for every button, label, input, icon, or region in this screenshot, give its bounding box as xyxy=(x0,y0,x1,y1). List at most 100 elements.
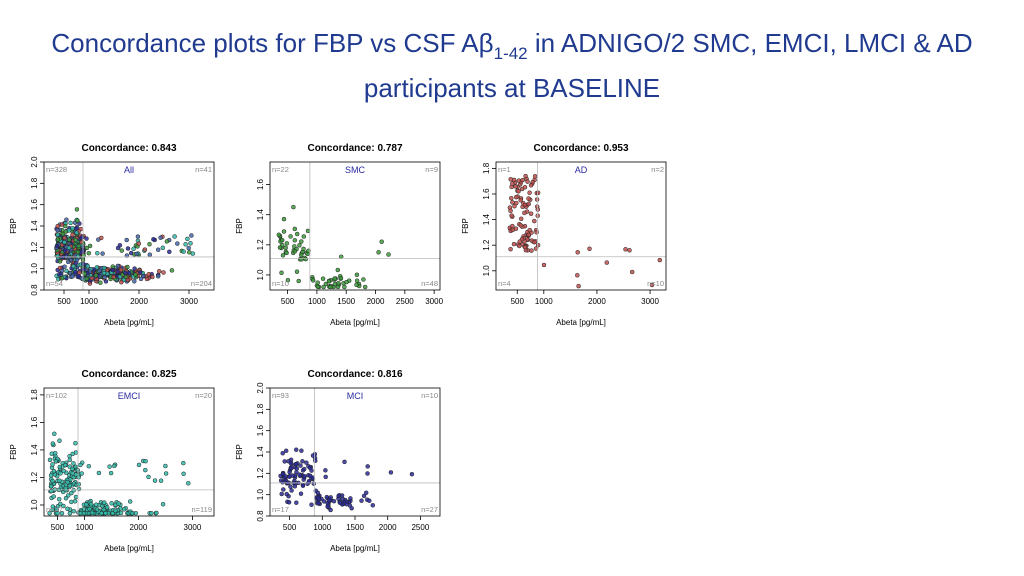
data-point xyxy=(649,282,655,288)
data-point xyxy=(306,478,312,484)
data-point xyxy=(61,468,66,474)
data-point xyxy=(520,177,525,183)
y-tick-label: 1.2 xyxy=(30,471,39,483)
data-point xyxy=(509,195,514,201)
data-point xyxy=(50,441,56,446)
plot-frame xyxy=(269,387,441,517)
data-point xyxy=(657,257,663,263)
data-point xyxy=(65,506,70,512)
data-point xyxy=(315,490,321,496)
data-point xyxy=(188,241,193,246)
quadrant-count-bottom-right: n=27 xyxy=(421,505,438,514)
data-point xyxy=(627,248,632,253)
data-point xyxy=(305,228,311,234)
data-point xyxy=(175,241,180,246)
data-point xyxy=(63,495,69,501)
data-point xyxy=(88,502,94,507)
data-point xyxy=(110,510,115,516)
data-point xyxy=(89,510,95,516)
data-point xyxy=(86,250,92,256)
data-point xyxy=(315,284,321,290)
data-point xyxy=(136,462,142,468)
data-point xyxy=(316,500,321,506)
data-point xyxy=(181,249,186,254)
data-point xyxy=(363,490,369,496)
x-tick-label: 1000 xyxy=(76,523,94,532)
scatter-panel-emci: Concordance: 0.825 500 1000 2000 3000 1.0 1.2 1… xyxy=(9,369,215,553)
x-tick-label: 1000 xyxy=(308,297,326,306)
y-tick-label: 1.6 xyxy=(256,425,265,437)
data-point xyxy=(337,500,343,505)
plot-frame xyxy=(495,161,667,291)
y-tick-label: 1.8 xyxy=(30,177,39,189)
data-point xyxy=(279,270,284,276)
data-point xyxy=(84,502,89,507)
data-point xyxy=(57,265,63,271)
data-point xyxy=(117,243,123,248)
x-tick-label: 500 xyxy=(51,523,65,532)
y-tick-label: 2.0 xyxy=(30,156,39,168)
data-point xyxy=(126,270,132,276)
quadrant-count-bottom-right: n=10 xyxy=(647,279,664,288)
data-point xyxy=(54,243,60,249)
data-point xyxy=(280,450,285,456)
scatter-panel-mci: Concordance: 0.816 500 1000 1500 2000 2500 0.8… xyxy=(235,369,441,553)
data-point xyxy=(59,275,65,281)
data-point xyxy=(75,218,80,223)
quadrant-count-bottom-left: n=4 xyxy=(498,279,511,288)
data-point xyxy=(129,510,135,516)
data-point xyxy=(84,236,89,241)
data-point xyxy=(293,447,299,452)
y-axis-label: FBP xyxy=(9,218,18,234)
data-point xyxy=(361,493,367,499)
data-point xyxy=(100,503,105,509)
data-point xyxy=(526,201,531,207)
quadrant-count-top-right: n=20 xyxy=(195,391,212,400)
data-point xyxy=(361,277,366,282)
data-point xyxy=(52,450,58,456)
y-tick-label: 1.0 xyxy=(30,263,39,275)
data-point xyxy=(513,184,518,189)
data-point xyxy=(297,472,302,477)
data-point xyxy=(76,243,82,249)
data-point xyxy=(279,491,284,497)
data-point xyxy=(102,500,107,505)
data-point xyxy=(332,281,338,287)
data-point xyxy=(386,252,391,257)
data-point xyxy=(124,237,129,243)
data-point xyxy=(310,453,316,458)
data-point xyxy=(113,508,118,513)
data-point xyxy=(60,231,66,237)
data-point xyxy=(57,478,62,483)
data-point xyxy=(281,487,286,492)
data-point xyxy=(69,499,74,505)
data-point xyxy=(294,269,300,274)
y-tick-label: 1.2 xyxy=(256,239,265,251)
data-point xyxy=(514,200,519,206)
data-point xyxy=(65,479,70,485)
data-point xyxy=(359,498,364,503)
data-point xyxy=(107,464,112,469)
data-point xyxy=(103,510,108,516)
data-point xyxy=(522,202,528,208)
quadrant-count-bottom-left: n=10 xyxy=(272,279,289,288)
data-point xyxy=(66,228,72,233)
data-point xyxy=(181,460,186,466)
data-point xyxy=(55,510,60,516)
data-point xyxy=(67,483,73,488)
data-point xyxy=(518,216,524,222)
data-point xyxy=(328,284,333,290)
x-tick-label: 2000 xyxy=(130,523,148,532)
title-text-line2: participants at BASELINE xyxy=(363,73,661,103)
data-point xyxy=(110,267,116,273)
data-point xyxy=(58,471,63,476)
data-point xyxy=(84,245,90,251)
data-point xyxy=(94,265,100,270)
data-point xyxy=(160,245,166,251)
data-point xyxy=(279,237,285,243)
data-point xyxy=(76,481,82,487)
data-point xyxy=(133,272,138,277)
data-point xyxy=(518,223,523,228)
data-point xyxy=(523,173,528,179)
data-point xyxy=(47,510,52,516)
